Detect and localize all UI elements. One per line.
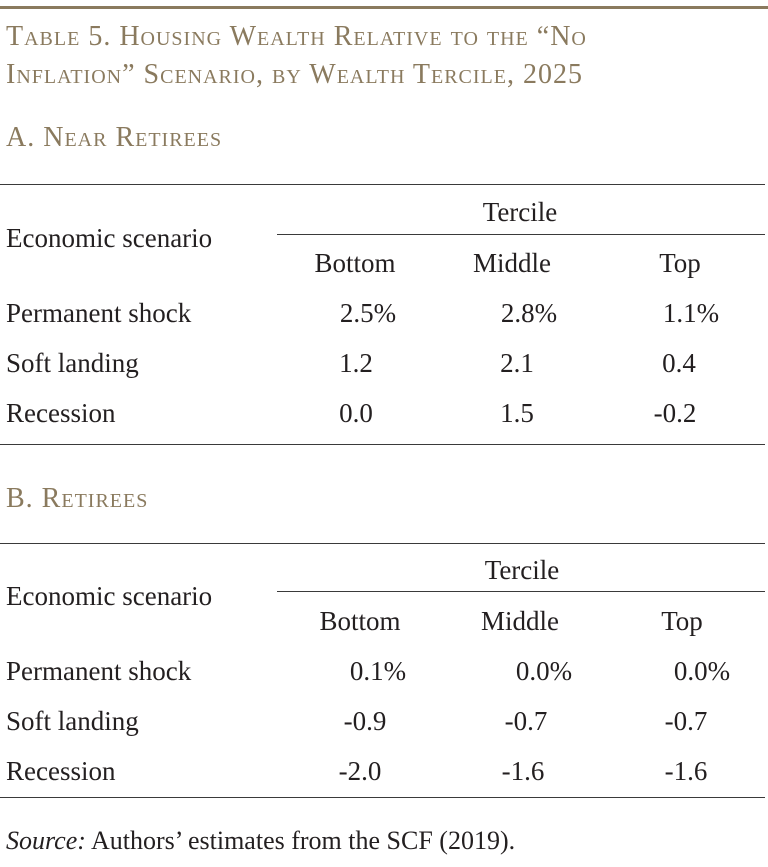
panel-a-cell: 1.2 [339, 348, 373, 378]
source-note: Source: Authors’ estimates from the SCF … [6, 824, 515, 858]
panel-b-top-rule [0, 543, 765, 544]
panel-a-tercile-header: Tercile [482, 197, 558, 227]
panel-b-cell: -1.6 [501, 756, 545, 786]
panel-a-row-label: Soft landing [6, 348, 139, 378]
panel-a-col-bottom: Bottom [314, 248, 396, 278]
panel-b-col-top: Top [661, 606, 703, 636]
panel-b-cell: 0.0% [515, 656, 573, 686]
panel-b-cell: 0.0% [673, 656, 731, 686]
panel-a-row-label: Recession [6, 398, 116, 428]
source-label: Source: [6, 826, 86, 855]
panel-a-cell: -0.2 [653, 398, 697, 428]
panel-b-row-label: Recession [6, 756, 116, 786]
panel-b-cell: -2.0 [338, 756, 382, 786]
panel-b-heading: B. Retirees [6, 483, 149, 514]
table-title: Table 5. Housing Wealth Relative to the … [6, 18, 766, 94]
panel-a-bottom-rule [0, 444, 765, 445]
panel-a-cell: 0.4 [662, 348, 696, 378]
panel-b-cell: -0.7 [504, 706, 548, 736]
panel-a-row-label: Permanent shock [6, 298, 192, 328]
panel-b-row-header: Economic scenario [6, 581, 213, 611]
panel-b-cell: -0.7 [664, 706, 708, 736]
panel-b-col-middle: Middle [481, 606, 559, 636]
panel-b-cell: -0.9 [343, 706, 387, 736]
panel-a-cell: 1.1% [662, 298, 720, 328]
panel-a-tercile-rule [277, 234, 765, 235]
table-title-line-1: Table 5. Housing Wealth Relative to the … [6, 21, 587, 52]
panel-b-tercile-header: Tercile [484, 555, 560, 585]
panel-a-row-header: Economic scenario [6, 223, 213, 253]
panel-b-cell: -1.6 [664, 756, 708, 786]
panel-a-heading: A. Near Retirees [6, 122, 223, 153]
panel-b-row-label: Soft landing [6, 706, 139, 736]
table-title-line-2: Inflation” Scenario, by Wealth Tercile, … [6, 59, 583, 90]
panel-a-cell: 0.0 [339, 398, 373, 428]
panel-b-tercile-rule [277, 591, 765, 592]
panel-b-col-bottom: Bottom [319, 606, 401, 636]
panel-a-col-middle: Middle [473, 248, 551, 278]
panel-b-cell: 0.1% [349, 656, 407, 686]
panel-a-cell: 2.5% [339, 298, 397, 328]
panel-a-cell: 2.1 [500, 348, 534, 378]
panel-a-cell: 1.5 [500, 398, 534, 428]
panel-a-cell: 2.8% [500, 298, 558, 328]
panel-a-col-top: Top [659, 248, 701, 278]
panel-b-row-label: Permanent shock [6, 656, 192, 686]
panel-b-bottom-rule [0, 797, 765, 798]
source-text: Authors’ estimates from the SCF (2019). [85, 826, 516, 855]
panel-a-top-rule [0, 184, 765, 185]
top-rule [0, 6, 768, 9]
